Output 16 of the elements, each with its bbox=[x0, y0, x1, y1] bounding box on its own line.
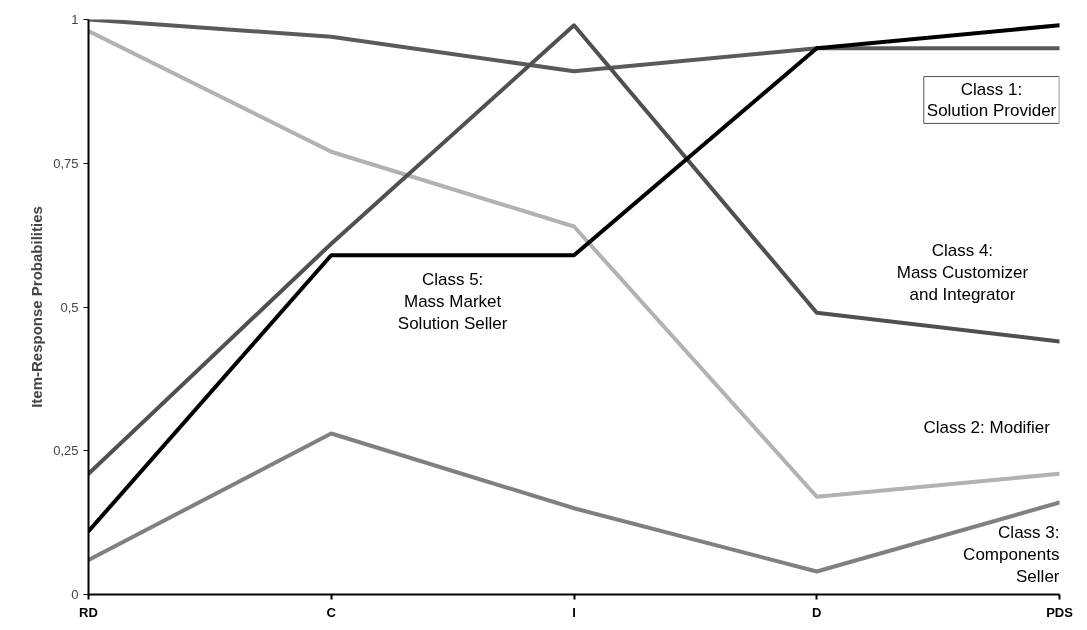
series-label: Class 1: Solution Provider bbox=[926, 79, 1057, 121]
text: Class 2: Modifier bbox=[923, 418, 1051, 438]
y-tick-label: 0,5 bbox=[60, 299, 79, 315]
x-tick-label: D bbox=[812, 604, 822, 620]
x-tick-label: C bbox=[326, 604, 337, 620]
y-tick-label: 1 bbox=[71, 12, 79, 27]
y-axis-title: Item-Response Probabilities bbox=[28, 206, 46, 408]
x-tick-label: RD bbox=[79, 604, 98, 620]
y-tick-label: 0 bbox=[71, 587, 79, 602]
series-label: Class 3: Components Seller bbox=[963, 522, 1060, 586]
x-tick-label: PDS bbox=[1046, 604, 1074, 620]
y-tick-label: 0,75 bbox=[53, 155, 79, 171]
x-tick-label: I bbox=[572, 604, 576, 620]
y-tick-label: 0,25 bbox=[53, 443, 79, 459]
series-label: Class 5: Mass Market Solution Seller bbox=[397, 269, 508, 333]
series-label: Class 4: Mass Customizer and Integrator bbox=[896, 241, 1029, 304]
